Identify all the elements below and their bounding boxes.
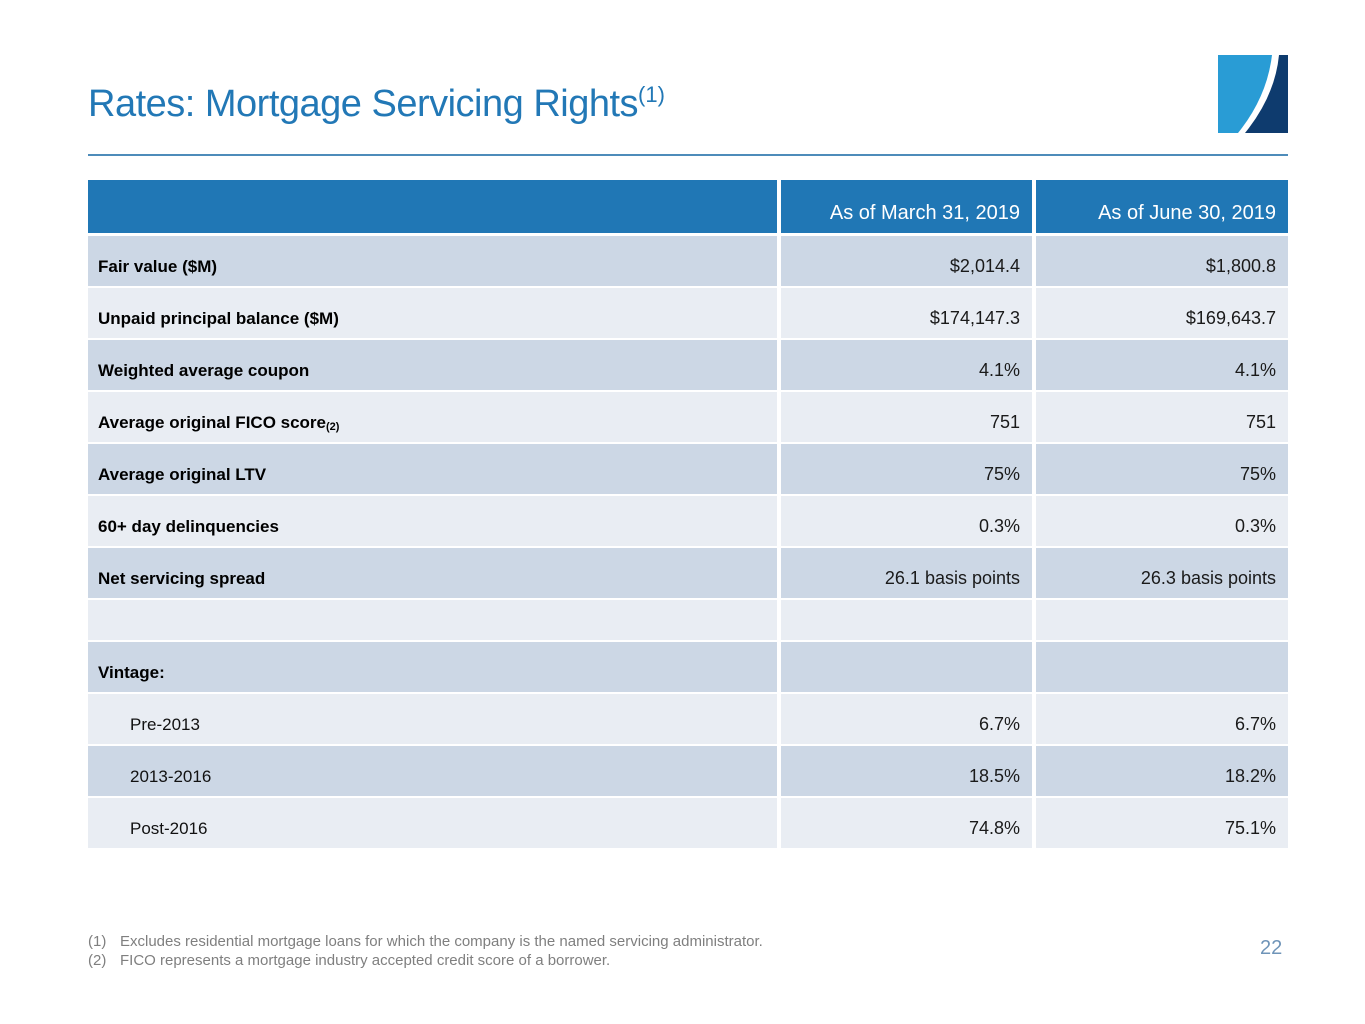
value-june: 0.3% [1036, 496, 1288, 546]
table-row: Unpaid principal balance ($M) $174,147.3… [88, 288, 1288, 338]
row-label: Net servicing spread [88, 548, 777, 598]
value-june: 751 [1036, 392, 1288, 442]
row-label: 60+ day delinquencies [88, 496, 777, 546]
value-june: 6.7% [1036, 694, 1288, 744]
table-row: Post-2016 74.8% 75.1% [88, 798, 1288, 848]
table-spacer-row [88, 600, 1288, 640]
page-number: 22 [1260, 937, 1283, 959]
page-title: Rates: Mortgage Servicing Rights(1) [88, 82, 665, 127]
company-logo-icon [1218, 55, 1288, 133]
footnote-text: FICO represents a mortgage industry acce… [120, 952, 611, 969]
table-section-row: Vintage: [88, 642, 1288, 692]
row-label: Pre-2013 [88, 694, 777, 744]
row-label: Vintage: [88, 642, 777, 692]
value-march [781, 642, 1032, 692]
msr-table: As of March 31, 2019 As of June 30, 2019… [88, 180, 1288, 848]
value-march: 18.5% [781, 746, 1032, 796]
page-title-footnote-ref: (1) [638, 82, 665, 107]
row-label: 2013-2016 [88, 746, 777, 796]
footnotes: (1) Excludes residential mortgage loans … [88, 932, 763, 970]
row-label: Average original FICO score (2) [88, 392, 777, 442]
value-march: 75% [781, 444, 1032, 494]
footnote-1: (1) Excludes residential mortgage loans … [88, 932, 763, 951]
value-march: $174,147.3 [781, 288, 1032, 338]
value-march: 6.7% [781, 694, 1032, 744]
header-cell-empty [88, 180, 777, 233]
footnote-2: (2) FICO represents a mortgage industry … [88, 951, 763, 970]
page-title-text: Rates: Mortgage Servicing Rights [88, 83, 639, 125]
table-row: 2013-2016 18.5% 18.2% [88, 746, 1288, 796]
value-march: 0.3% [781, 496, 1032, 546]
header-cell-june: As of June 30, 2019 [1036, 180, 1288, 233]
table-row: 60+ day delinquencies 0.3% 0.3% [88, 496, 1288, 546]
value-march: 74.8% [781, 798, 1032, 848]
row-label-footnote-ref: (2) [326, 421, 340, 433]
value-june: 75.1% [1036, 798, 1288, 848]
value-june [1036, 642, 1288, 692]
table-row: Fair value ($M) $2,014.4 $1,800.8 [88, 236, 1288, 286]
table-row: Average original LTV 75% 75% [88, 444, 1288, 494]
table-header-row: As of March 31, 2019 As of June 30, 2019 [88, 180, 1288, 233]
row-label: Average original LTV [88, 444, 777, 494]
row-label-text: Average original FICO score [98, 413, 326, 432]
value-june: 4.1% [1036, 340, 1288, 390]
row-label: Unpaid principal balance ($M) [88, 288, 777, 338]
value-june [1036, 600, 1288, 640]
footnote-marker: (1) [88, 933, 107, 950]
table-row: Weighted average coupon 4.1% 4.1% [88, 340, 1288, 390]
value-june: 26.3 basis points [1036, 548, 1288, 598]
footnote-text: Excludes residential mortgage loans for … [120, 933, 763, 950]
row-label: Weighted average coupon [88, 340, 777, 390]
value-march: 4.1% [781, 340, 1032, 390]
header-cell-march: As of March 31, 2019 [781, 180, 1032, 233]
table-row: Net servicing spread 26.1 basis points 2… [88, 548, 1288, 598]
footnote-marker: (2) [88, 952, 107, 969]
row-label [88, 600, 777, 640]
table-row: Average original FICO score (2) 751 751 [88, 392, 1288, 442]
value-march: $2,014.4 [781, 236, 1032, 286]
value-june: 75% [1036, 444, 1288, 494]
value-march [781, 600, 1032, 640]
title-divider [88, 154, 1288, 156]
value-june: $1,800.8 [1036, 236, 1288, 286]
value-june: 18.2% [1036, 746, 1288, 796]
row-label: Fair value ($M) [88, 236, 777, 286]
row-label: Post-2016 [88, 798, 777, 848]
value-march: 751 [781, 392, 1032, 442]
value-june: $169,643.7 [1036, 288, 1288, 338]
table-row: Pre-2013 6.7% 6.7% [88, 694, 1288, 744]
value-march: 26.1 basis points [781, 548, 1032, 598]
